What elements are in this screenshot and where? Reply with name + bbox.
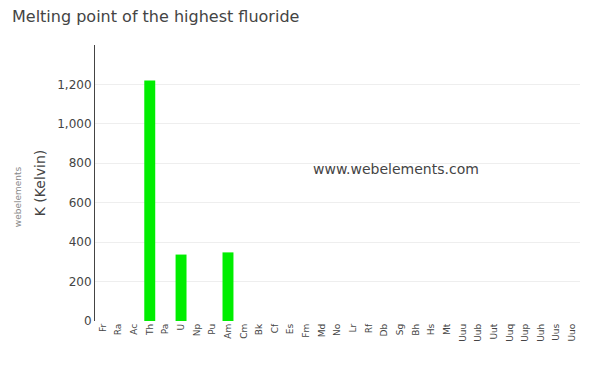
svg-text:Pa: Pa [160,324,170,335]
svg-text:Fm: Fm [301,324,311,338]
svg-text:Melting point of the highest f: Melting point of the highest fluoride [12,7,299,26]
svg-text:Am: Am [223,324,233,339]
svg-text:Ac: Ac [129,324,139,335]
svg-text:www.webelements.com: www.webelements.com [313,161,479,177]
svg-text:Mt: Mt [442,323,452,335]
svg-text:Cf: Cf [270,323,280,333]
svg-text:Rf: Rf [364,323,374,333]
svg-text:800: 800 [69,156,92,170]
svg-text:600: 600 [69,196,92,210]
svg-text:400: 400 [69,235,92,249]
svg-text:Pu: Pu [207,324,217,335]
svg-text:U: U [176,324,186,331]
svg-text:webelements: webelements [13,166,23,227]
svg-text:0: 0 [84,314,92,328]
svg-text:Uut: Uut [489,323,499,339]
svg-text:Uub: Uub [473,324,483,342]
svg-text:200: 200 [69,275,92,289]
svg-text:Th: Th [145,324,155,336]
svg-text:Db: Db [379,324,389,337]
svg-text:Uup: Uup [520,324,530,342]
svg-text:No: No [332,323,342,336]
svg-text:Sg: Sg [395,324,405,335]
svg-text:Uuu: Uuu [458,324,468,342]
svg-text:1,000: 1,000 [57,117,91,131]
svg-text:Bk: Bk [254,323,264,335]
svg-text:Uuh: Uuh [536,324,546,342]
svg-text:Md: Md [317,324,327,337]
svg-text:Lr: Lr [348,324,358,333]
svg-text:Ra: Ra [113,324,123,336]
svg-text:Fr: Fr [98,324,108,333]
svg-text:K (Kelvin): K (Kelvin) [32,150,48,217]
svg-text:Np: Np [192,324,202,337]
svg-text:1,200: 1,200 [57,78,91,92]
svg-text:Uus: Uus [551,323,561,340]
svg-text:Bh: Bh [411,324,421,336]
svg-text:Uuo: Uuo [567,323,577,341]
svg-text:Hs: Hs [426,324,436,336]
svg-text:Uuq: Uuq [505,324,515,342]
svg-text:Cm: Cm [239,324,249,339]
svg-text:Es: Es [285,324,295,335]
